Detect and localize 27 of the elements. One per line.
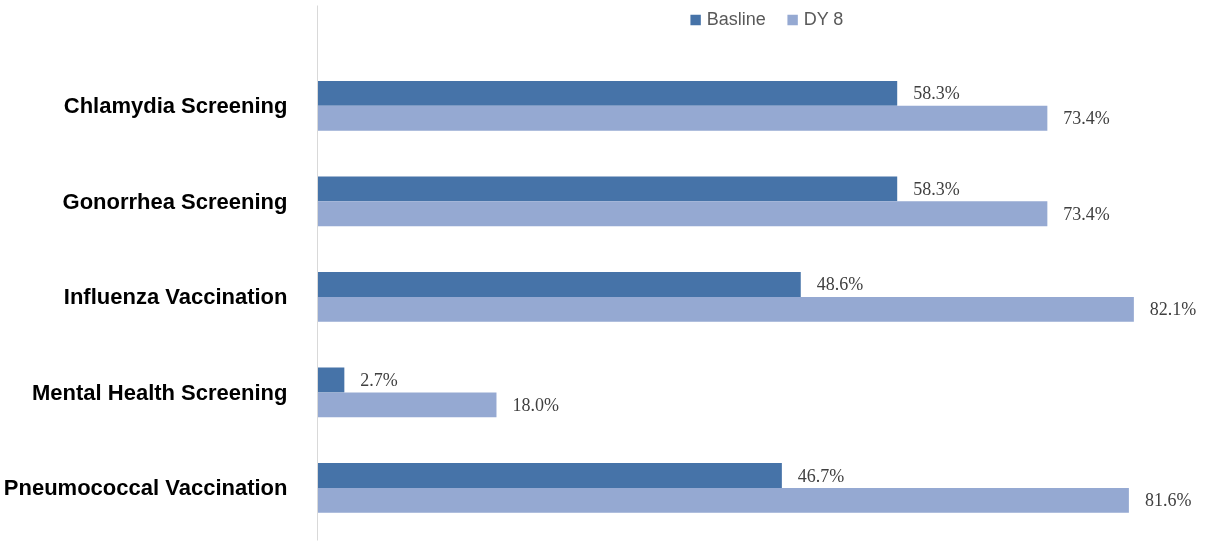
legend-label: Basline [706,9,766,30]
y-tick-label: Influenza Vaccination [63,284,288,310]
data-label: 82.1% [1149,299,1197,320]
bar [317,176,898,202]
bar [317,201,1048,227]
bar [317,296,1134,322]
bar [317,367,345,393]
y-tick-label: Mental Health Screening [32,379,288,405]
data-label: 2.7% [360,370,398,390]
data-label: 58.3% [913,83,960,104]
y-tick-label: Chlamydia Screening [63,93,288,119]
data-label: 48.6% [816,274,864,295]
bar [317,80,898,106]
y-tick-label: Pneumococcal Vaccination [3,475,288,501]
bar [317,392,497,418]
legend-label: DY 8 [803,9,844,30]
bar [317,105,1048,131]
data-label: 73.4% [1063,203,1110,224]
data-label: 18.0% [512,394,559,415]
data-label: 46.7% [797,465,845,486]
y-tick-label: Gonorrhea Screening [62,188,288,214]
bar [317,487,1129,513]
data-label: 58.3% [913,178,960,199]
data-label: 73.4% [1063,108,1110,129]
data-label: 81.6% [1144,490,1192,511]
bar [317,272,801,297]
bar [317,463,782,488]
